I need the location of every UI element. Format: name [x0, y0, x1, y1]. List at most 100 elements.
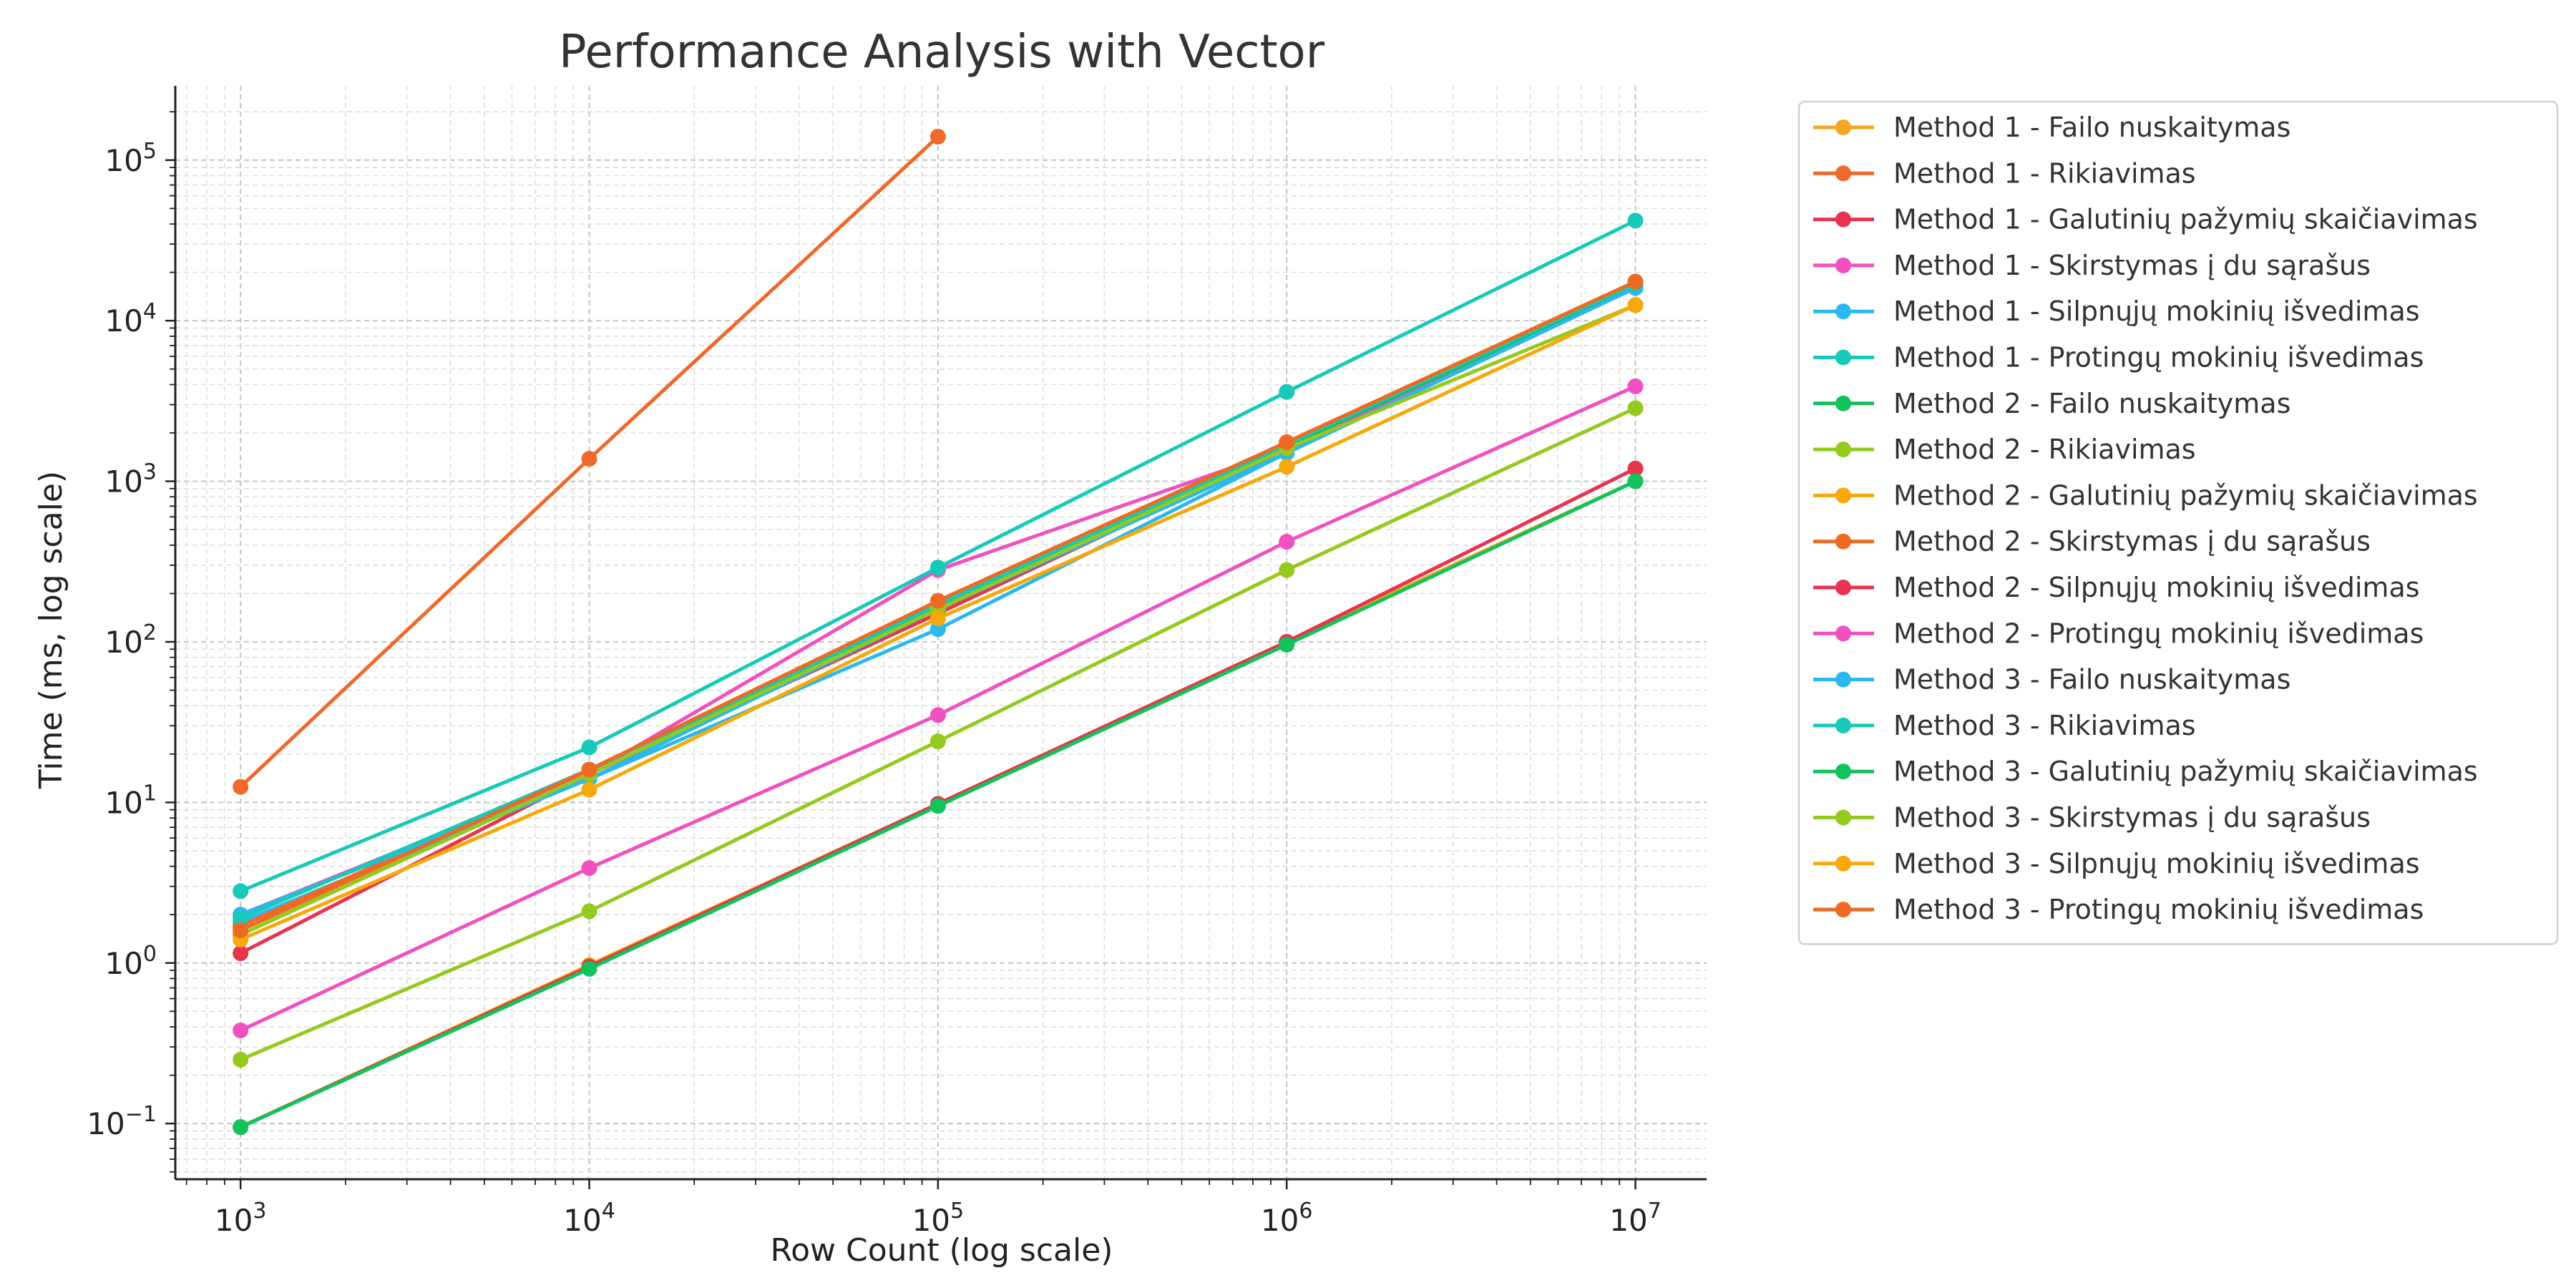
- data-point: [930, 560, 946, 576]
- data-point: [233, 922, 249, 938]
- legend-label: Method 2 - Galutinių pažymių skaičiavima…: [1893, 479, 2478, 511]
- data-point: [930, 798, 946, 814]
- y-tick-label: 100: [104, 942, 157, 981]
- legend-entry: Method 3 - Galutinių pažymių skaičiavima…: [1813, 756, 2478, 787]
- legend-marker: [1835, 487, 1851, 504]
- data-point: [930, 707, 946, 723]
- y-tick-label: 102: [104, 620, 157, 660]
- legend-entry: Method 3 - Failo nuskaitymas: [1813, 664, 2290, 696]
- legend-marker: [1835, 165, 1851, 182]
- data-point: [930, 733, 946, 750]
- legend-entry: Method 1 - Protingų mokinių išvedimas: [1813, 342, 2424, 374]
- y-tick-label: 101: [104, 781, 157, 820]
- chart-title: Performance Analysis with Vector: [559, 26, 1325, 79]
- data-point: [233, 910, 249, 927]
- series-2: [233, 128, 946, 795]
- legend-label: Method 2 - Protingų mokinių išvedimas: [1893, 618, 2424, 649]
- x-tick-label: 103: [215, 1199, 267, 1238]
- y-tick-label: 105: [104, 139, 157, 178]
- series-12: [233, 378, 1644, 1039]
- legend-marker: [1835, 902, 1851, 918]
- data-point: [581, 761, 597, 778]
- series-17: [233, 297, 1644, 947]
- legend-entry: Method 3 - Skirstymas į du sąrašus: [1813, 802, 2371, 834]
- legend-label: Method 2 - Failo nuskaitymas: [1893, 388, 2290, 419]
- series-18: [233, 273, 1644, 938]
- data-point: [1279, 562, 1295, 578]
- series-lines: [233, 128, 1644, 1136]
- x-tick-label: 104: [563, 1199, 615, 1238]
- data-point: [233, 779, 249, 795]
- legend-label: Method 3 - Silpnųjų mokinių išvedimas: [1893, 848, 2420, 879]
- legend-marker: [1835, 119, 1851, 135]
- legend-label: Method 1 - Galutinių pažymių skaičiavima…: [1893, 204, 2478, 235]
- series-8: [233, 400, 1644, 1068]
- data-point: [581, 739, 597, 756]
- x-tick-label: 107: [1609, 1199, 1662, 1238]
- legend-label: Method 3 - Rikiavimas: [1893, 710, 2196, 741]
- legend-marker: [1835, 809, 1851, 826]
- legend-marker: [1835, 671, 1851, 688]
- x-tick-label: 105: [912, 1199, 965, 1238]
- data-point: [233, 1023, 249, 1039]
- legend-marker: [1835, 533, 1851, 550]
- data-point: [1279, 459, 1295, 475]
- data-point: [233, 883, 249, 899]
- legend-entry: Method 3 - Silpnųjų mokinių išvedimas: [1813, 848, 2420, 879]
- y-tick-label: 103: [104, 460, 157, 499]
- legend-marker: [1835, 257, 1851, 273]
- data-point: [1627, 473, 1644, 489]
- legend-entry: Method 2 - Silpnųjų mokinių išvedimas: [1813, 572, 2420, 603]
- x-tick-label: 106: [1261, 1199, 1313, 1238]
- legend-label: Method 2 - Silpnųjų mokinių išvedimas: [1893, 572, 2420, 603]
- legend-entry: Method 1 - Failo nuskaitymas: [1813, 112, 2290, 143]
- data-point: [1279, 384, 1295, 400]
- legend-label: Method 3 - Failo nuskaitymas: [1893, 664, 2290, 696]
- legend-marker: [1835, 763, 1851, 780]
- grid: [175, 86, 1707, 1179]
- legend-label: Method 1 - Failo nuskaitymas: [1893, 112, 2290, 143]
- axes: 103 104 105 106 107 10−1 100 101 102 103 104 105: [87, 86, 1707, 1238]
- legend-marker: [1835, 580, 1851, 595]
- legend-label: Method 2 - Skirstymas į du sąrašus: [1893, 526, 2371, 557]
- legend-entry: Method 1 - Galutinių pažymių skaičiavima…: [1813, 204, 2478, 235]
- legend-marker: [1835, 855, 1851, 872]
- legend-label: Method 3 - Galutinių pažymių skaičiavima…: [1893, 756, 2478, 787]
- legend-marker: [1835, 349, 1851, 366]
- y-tick-label: 104: [104, 299, 157, 338]
- data-point: [1627, 297, 1644, 313]
- legend-marker: [1835, 395, 1851, 411]
- data-point: [233, 1051, 249, 1068]
- legend-label: Method 1 - Protingų mokinių išvedimas: [1893, 342, 2424, 374]
- legend-marker: [1835, 303, 1851, 320]
- data-point: [581, 903, 597, 919]
- data-point: [233, 945, 249, 962]
- data-point: [1627, 213, 1644, 229]
- y-axis-label: Time (ms, log scale): [33, 471, 69, 789]
- data-point: [1279, 636, 1295, 653]
- legend-entry: Method 2 - Protingų mokinių išvedimas: [1813, 618, 2424, 649]
- data-point: [581, 451, 597, 467]
- data-point: [581, 960, 597, 977]
- legend-entry: Method 2 - Failo nuskaitymas: [1813, 388, 2290, 419]
- data-point: [581, 860, 597, 877]
- data-point: [1627, 460, 1644, 477]
- legend-entry: Method 2 - Skirstymas į du sąrašus: [1813, 526, 2371, 557]
- legend-entry: Method 1 - Silpnųjų mokinių išvedimas: [1813, 296, 2420, 327]
- legend-marker: [1835, 211, 1851, 228]
- legend-entry: Method 3 - Rikiavimas: [1813, 710, 2196, 741]
- legend-label: Method 2 - Rikiavimas: [1893, 434, 2196, 465]
- legend: Method 1 - Failo nuskaitymas Method 1 - R…: [1797, 100, 2559, 945]
- legend-label: Method 1 - Skirstymas į du sąrašus: [1893, 250, 2371, 281]
- series-6: [233, 213, 1644, 899]
- legend-entry: Method 2 - Rikiavimas: [1813, 434, 2196, 465]
- data-point: [1627, 378, 1644, 394]
- y-tick-label: 10−1: [87, 1102, 157, 1141]
- legend-marker: [1835, 441, 1851, 458]
- legend-label: Method 1 - Rikiavimas: [1893, 157, 2196, 189]
- legend-entry: Method 2 - Galutinių pažymių skaičiavima…: [1813, 479, 2478, 511]
- series-15: [233, 473, 1644, 1136]
- data-point: [1627, 400, 1644, 416]
- legend-entry: Method 1 - Rikiavimas: [1813, 157, 2196, 189]
